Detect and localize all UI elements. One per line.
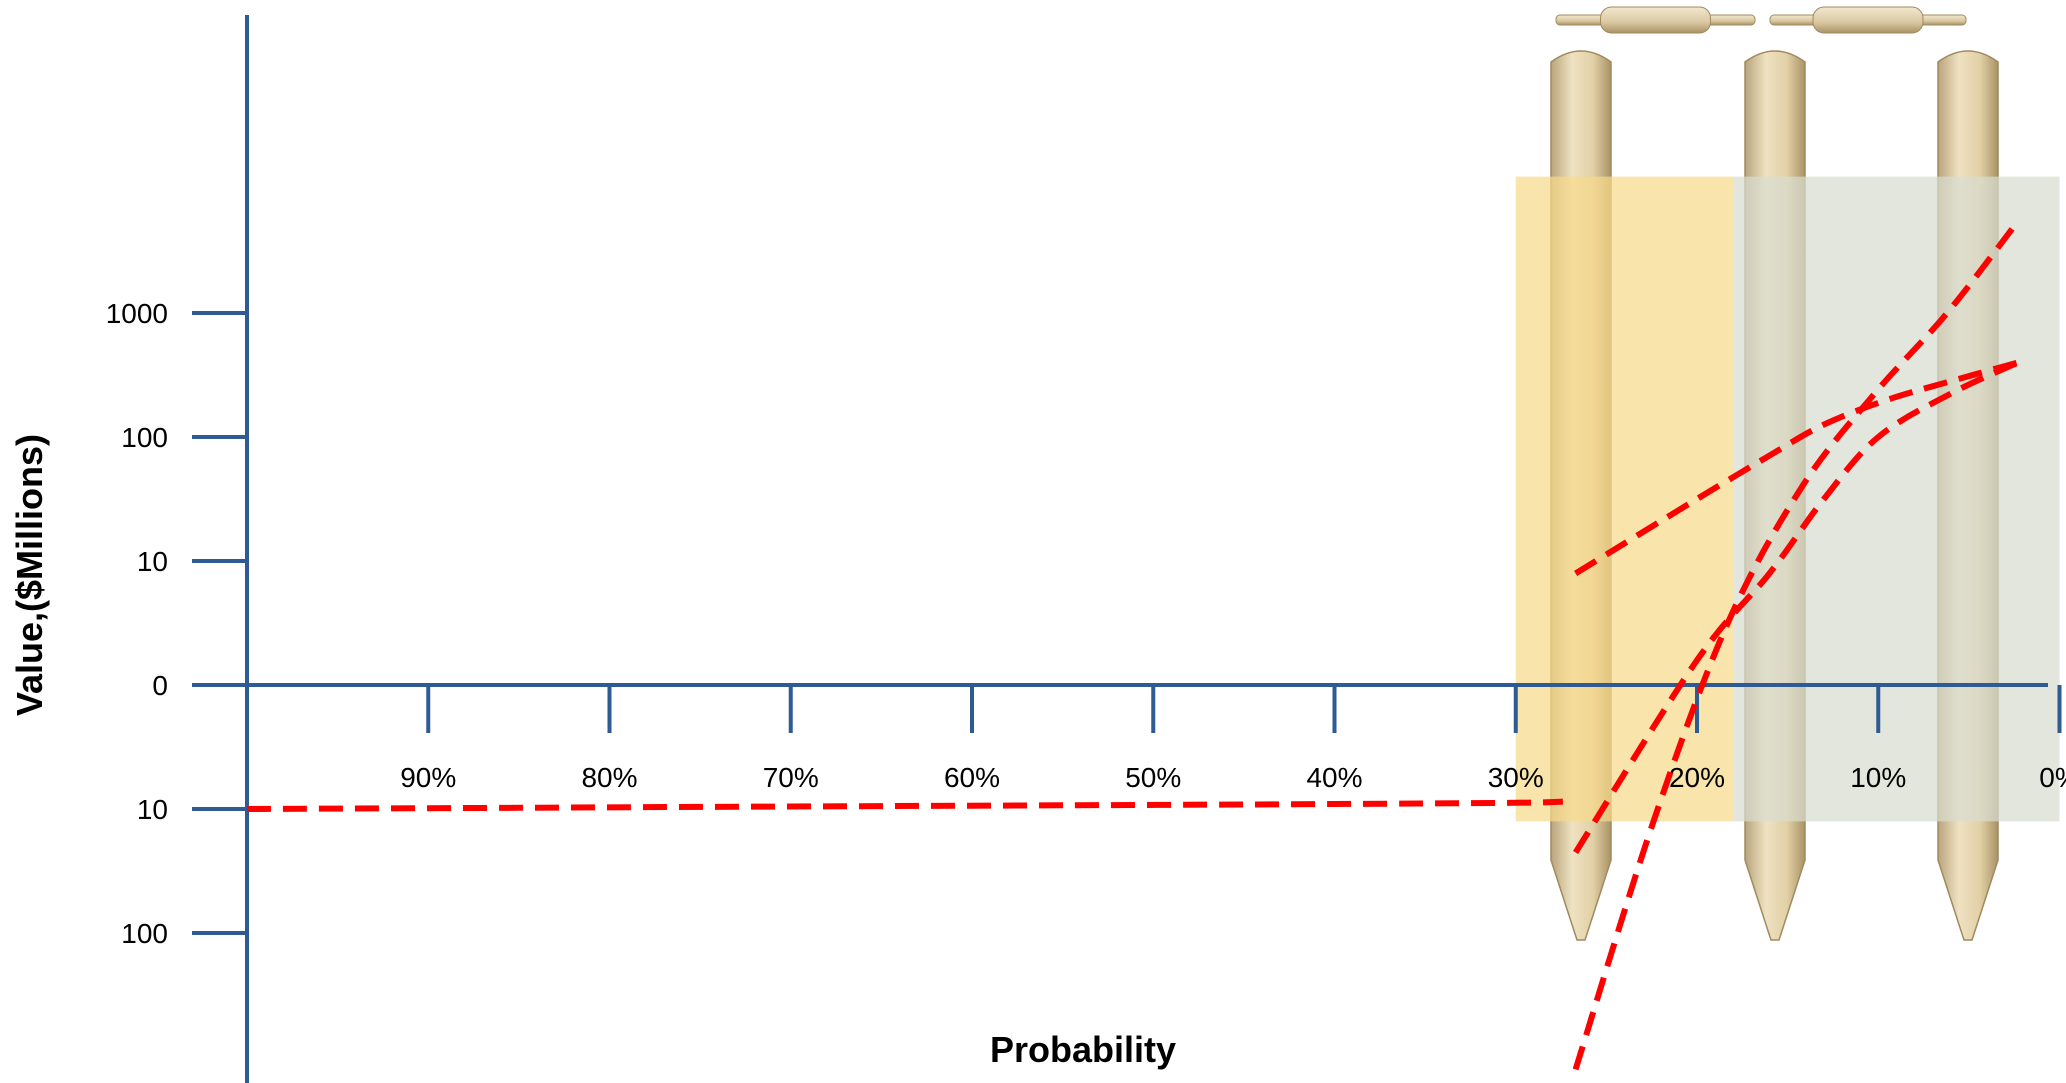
x-tick-label: 40% xyxy=(1306,762,1362,793)
x-tick-label: 90% xyxy=(400,762,456,793)
y-tick-label: 1000 xyxy=(106,298,168,329)
y-tick-label: 100 xyxy=(121,422,168,453)
y-axis-title: Value,($Millions) xyxy=(9,434,50,716)
x-tick-labels: 90% 80% 70% 60% 50% 40% 30% 20% 10% 0% xyxy=(400,762,2066,793)
x-tick-label: 0% xyxy=(2039,762,2066,793)
x-axis-title: Probability xyxy=(990,1029,1176,1070)
x-tick-label: 70% xyxy=(763,762,819,793)
x-tick-label: 50% xyxy=(1125,762,1181,793)
bail-1 xyxy=(1555,6,1756,34)
bail-2 xyxy=(1769,6,1967,34)
y-tick-label: 10 xyxy=(137,794,168,825)
x-tick-label: 20% xyxy=(1669,762,1725,793)
axes xyxy=(192,15,2062,1083)
y-tick-label: 100 xyxy=(121,918,168,949)
x-tick-label: 60% xyxy=(944,762,1000,793)
series-line-2 xyxy=(1574,359,2019,576)
x-tick-label: 30% xyxy=(1488,762,1544,793)
series-line-4 xyxy=(1572,224,2017,1071)
x-tick-label: 80% xyxy=(581,762,637,793)
series-lines xyxy=(246,224,2020,1071)
highlight-band-2 xyxy=(1733,176,2060,822)
x-tick-label: 10% xyxy=(1850,762,1906,793)
series-line-3 xyxy=(1573,359,2020,855)
series-line-1 xyxy=(246,798,1563,812)
y-tick-label: 10 xyxy=(137,546,168,577)
y-tick-label: 0 xyxy=(152,670,168,701)
